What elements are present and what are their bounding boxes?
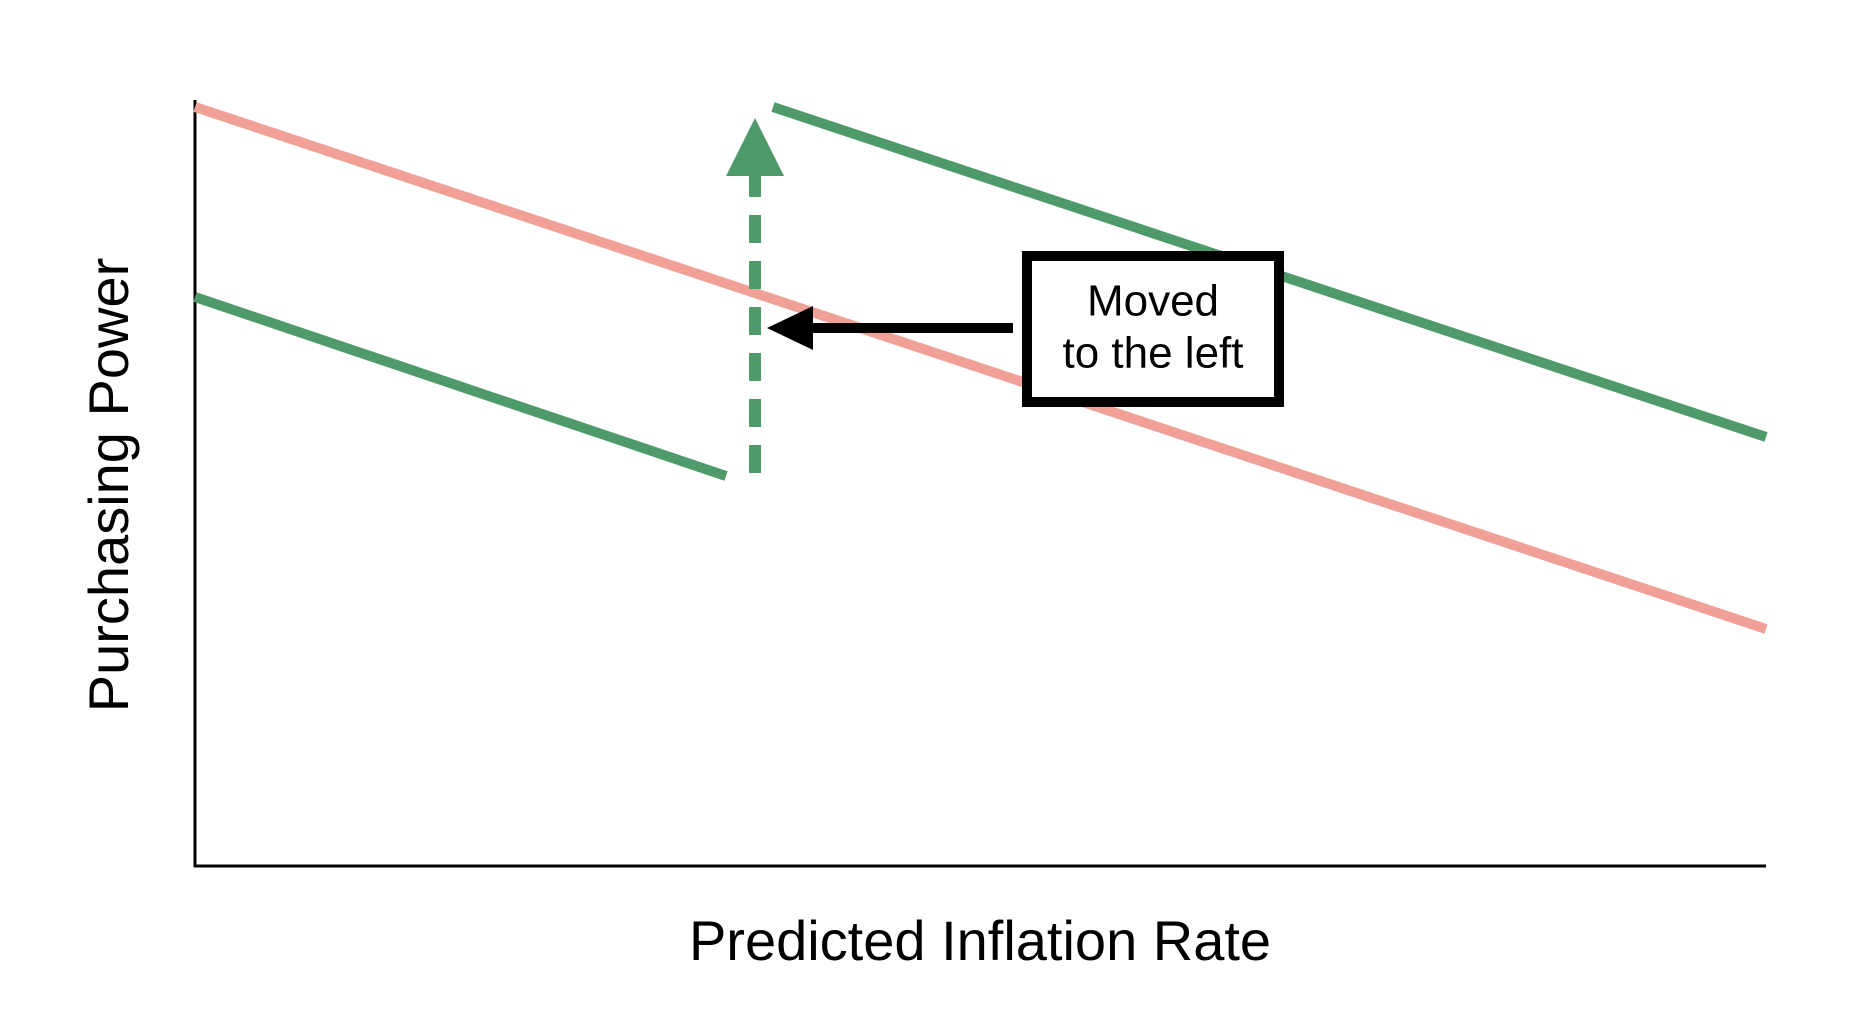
x-axis-label: Predicted Inflation Rate (689, 909, 1271, 972)
lower-curve (193, 292, 728, 481)
shift-arrow-head (726, 118, 784, 176)
original-curve (193, 102, 1768, 634)
y-axis-label: Purchasing Power (77, 258, 140, 712)
annotation-arrow-head (767, 306, 813, 350)
annotation-box (1022, 251, 1284, 407)
annotation-text: to the left (1062, 329, 1243, 378)
annotation-text: Moved (1087, 277, 1219, 326)
